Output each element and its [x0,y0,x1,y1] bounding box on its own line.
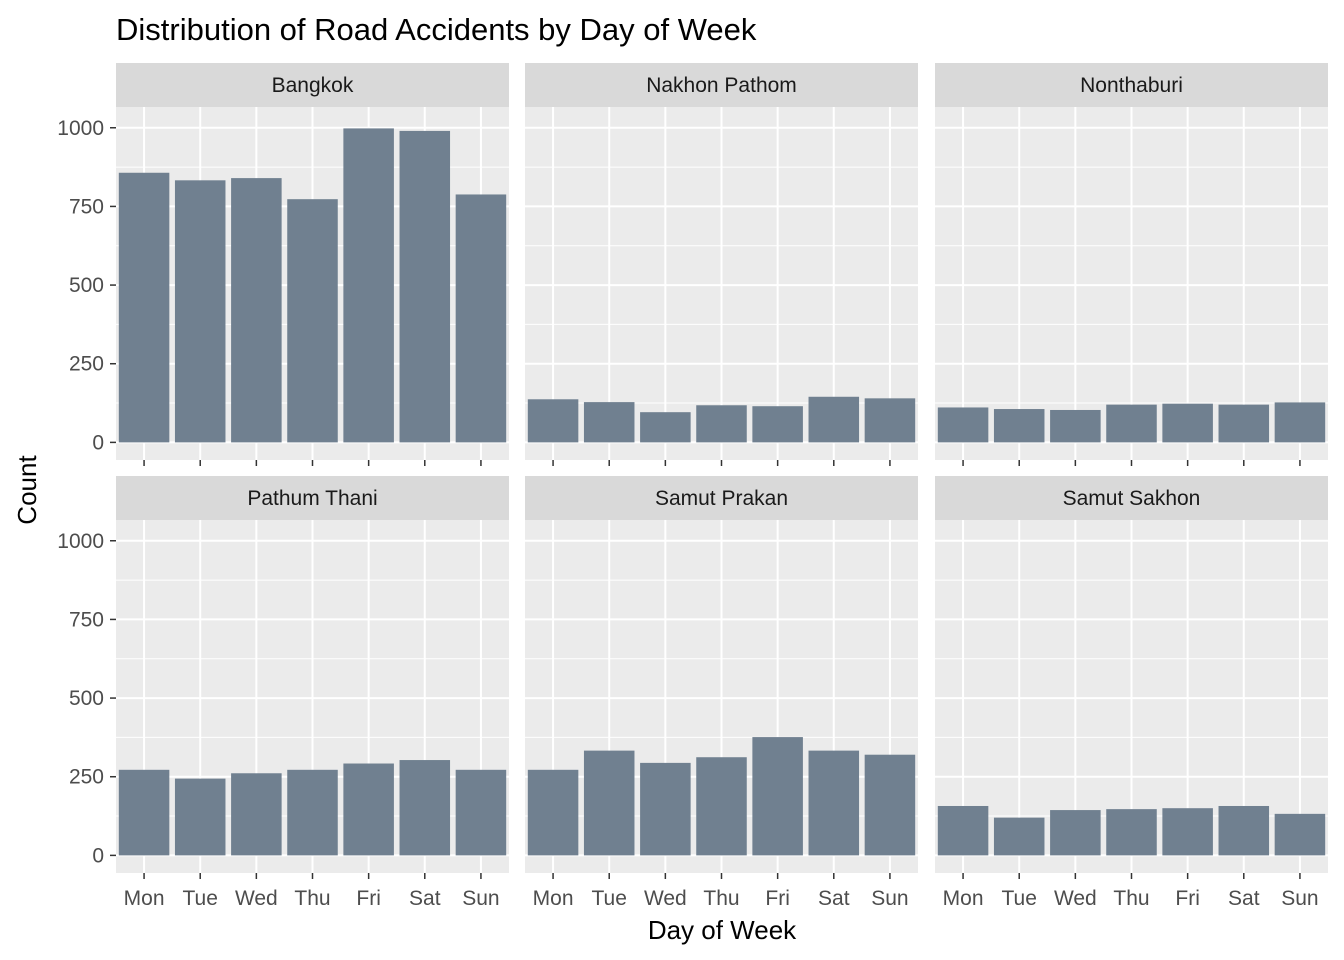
bar [696,757,747,856]
facet-strip [935,476,1328,520]
x-tick-label: Fri [1175,887,1200,910]
x-tick-label: Sat [818,887,850,910]
bar [864,398,916,443]
bar [808,750,860,856]
facet-strip [935,63,1328,107]
facet-panel-nonthaburi: Nonthaburi [935,63,1328,466]
bar [752,737,803,856]
bar [1162,808,1213,856]
bar [1274,402,1326,443]
bar [527,769,579,856]
bar [1050,810,1101,856]
bar [287,199,338,443]
bar [583,402,635,443]
x-tick-label: Sat [1228,887,1260,910]
facet-strip-label: Nakhon Pathom [646,74,797,97]
x-tick-label: Sun [1281,887,1318,910]
facet-strip-label: Samut Prakan [655,487,788,510]
bar [455,194,507,443]
bar [993,817,1045,856]
facet-panels: Bangkok 0 250 500 750 1000 Nakhon Pathom Nontha… [57,63,1328,910]
x-tick-label: Fri [765,887,790,910]
bar [993,409,1045,443]
bar [118,769,170,856]
chart-title: Distribution of Road Accidents by Day of… [116,12,757,47]
bar [752,406,803,443]
bar [174,180,226,443]
bar [343,763,394,856]
x-tick-label: Thu [1113,887,1149,910]
facet-panel-pathum-thani: Pathum Thani 0 250 500 750 1000 Mon Tue Wed Thu Fr… [57,476,509,910]
bar [455,769,507,856]
facet-panel-nakhon-pathom: Nakhon Pathom [525,63,918,466]
x-tick-label: Wed [1054,887,1097,910]
bar [231,773,282,856]
bar [808,396,860,443]
facet-strip-label: Bangkok [272,74,354,97]
bar [399,130,451,443]
x-axis-title: Day of Week [648,915,797,945]
facet-strip-label: Nonthaburi [1080,74,1183,97]
y-tick-label: 250 [69,353,104,376]
bar [1274,813,1326,856]
x-tick-label: Tue [1002,887,1037,910]
bar [527,399,579,443]
bar [640,762,691,856]
bar [937,805,989,856]
bar [583,750,635,856]
bar [864,754,916,856]
facet-panel-samut-prakan: Samut Prakan Mon Tue Wed Thu Fri Sat Sun [525,476,918,910]
bar [1162,403,1213,443]
x-tick-label: Thu [703,887,739,910]
y-tick-label: 1000 [57,530,104,553]
x-tick-label: Mon [124,887,165,910]
bar [118,172,170,443]
x-tick-label: Mon [533,887,574,910]
facet-strip [116,476,509,520]
x-tick-label: Wed [235,887,278,910]
facet-strip-label: Samut Sakhon [1063,487,1201,510]
facet-panel-samut-sakhon: Samut Sakhon Mon Tue Wed Thu Fri Sat Sun [935,476,1328,910]
x-tick-label: Tue [183,887,218,910]
x-tick-label: Sat [409,887,441,910]
bar [937,407,989,443]
bar [287,769,338,856]
bar [640,412,691,443]
facet-strip-label: Pathum Thani [247,487,377,510]
bar [696,405,747,443]
x-tick-label: Wed [644,887,687,910]
bar [1050,409,1101,443]
y-tick-label: 0 [92,844,104,867]
x-tick-label: Sun [462,887,499,910]
y-axis-title: Count [12,455,42,525]
y-tick-label: 500 [69,274,104,297]
x-tick-label: Sun [871,887,908,910]
facet-strip [525,476,918,520]
bar [1106,809,1157,856]
bar [174,778,226,856]
y-tick-label: 0 [92,431,104,454]
bar [399,760,451,856]
x-tick-label: Tue [592,887,627,910]
facet-strip [116,63,509,107]
bar [343,128,394,443]
bar [231,178,282,443]
y-tick-label: 750 [69,608,104,631]
bar [1218,805,1270,856]
facet-panel-bangkok: Bangkok 0 250 500 750 1000 [57,63,509,466]
bar [1106,404,1157,443]
y-tick-label: 1000 [57,117,104,140]
facet-strip [525,63,918,107]
y-tick-label: 750 [69,195,104,218]
x-tick-label: Thu [294,887,330,910]
y-tick-label: 250 [69,766,104,789]
bar [1218,404,1270,443]
y-tick-label: 500 [69,687,104,710]
x-tick-label: Mon [943,887,984,910]
x-tick-label: Fri [356,887,381,910]
